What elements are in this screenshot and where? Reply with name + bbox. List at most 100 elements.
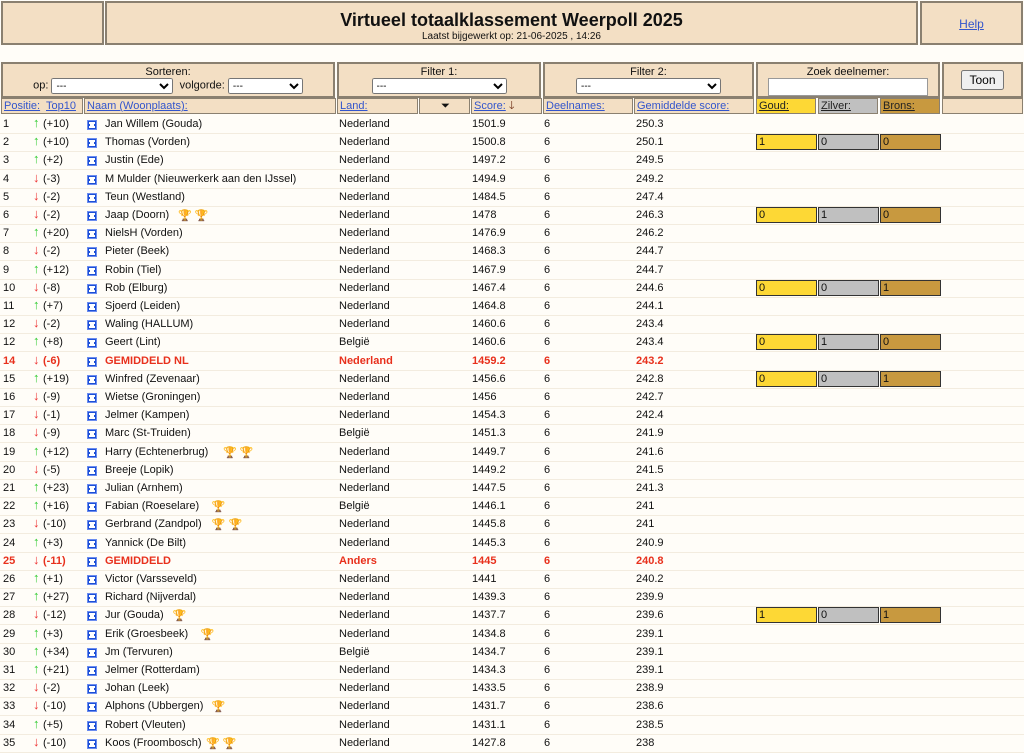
- participant-icon[interactable]: [87, 593, 97, 604]
- participant-icon[interactable]: [87, 283, 97, 294]
- entries: 6: [544, 354, 551, 367]
- participant-name: Jan Willem (Gouda): [105, 118, 203, 130]
- silver-count: 0: [818, 134, 879, 151]
- participant-icon[interactable]: [87, 647, 97, 658]
- trophies: 🏆 🏆: [220, 446, 253, 459]
- participant-name: Breeje (Lopik): [105, 463, 174, 476]
- country: Nederland: [339, 300, 390, 312]
- show-button[interactable]: Toon: [961, 70, 1004, 90]
- table-row: 12 ↑ (+8) Geert (Lint) België 1460.6 6 243.4 0 1 0: [0, 333, 1024, 353]
- score: 1434.8: [472, 627, 506, 640]
- position-change: (+27): [43, 591, 69, 604]
- participant-icon[interactable]: [87, 738, 97, 749]
- country: Nederland: [339, 354, 393, 367]
- participant-icon[interactable]: [87, 465, 97, 476]
- arrow-down-icon: ↓: [33, 551, 40, 567]
- participant-icon[interactable]: [87, 265, 97, 276]
- participant-icon[interactable]: [87, 138, 97, 149]
- participant-icon[interactable]: [87, 320, 97, 331]
- participant-icon[interactable]: [87, 447, 97, 458]
- sort-avg-link[interactable]: Gemiddelde score:: [637, 100, 730, 112]
- participant-icon[interactable]: [87, 338, 97, 349]
- average-score: 240.9: [636, 536, 664, 549]
- last-updated: Laatst bijgewerkt op: 21-06-2025 , 14:26: [421, 31, 601, 42]
- participant-name: Winfred (Zevenaar): [105, 372, 200, 385]
- participant-icon[interactable]: [87, 429, 97, 440]
- table-row: 5 ↓ (-2) Teun (Westland) Nederland 1484.5 6 247…: [0, 188, 1024, 207]
- participant-icon[interactable]: [87, 684, 97, 695]
- participant-icon[interactable]: [87, 120, 97, 130]
- position-change: (-2): [43, 245, 61, 258]
- average-score: 247.4: [636, 190, 664, 203]
- gold-count: 1: [756, 134, 817, 151]
- participant-icon[interactable]: [87, 211, 97, 221]
- arrow-up-icon: ↑: [33, 115, 40, 130]
- score: 1468.3: [472, 245, 506, 258]
- header-silver: Zilver:: [818, 98, 878, 114]
- entries: 6: [544, 227, 551, 240]
- position-change: (+20): [43, 227, 69, 240]
- gold-trophy-icon: 🏆: [172, 610, 187, 623]
- participant-icon[interactable]: [87, 247, 97, 258]
- participant-icon[interactable]: [87, 666, 97, 676]
- participant-name: Marc (St-Truiden): [105, 427, 191, 440]
- filter-icon[interactable]: ⏷: [419, 98, 470, 114]
- participant-icon[interactable]: [87, 484, 97, 494]
- country: Nederland: [339, 718, 390, 731]
- sort-country-link[interactable]: Land:: [340, 100, 368, 112]
- sort-entries-link[interactable]: Deelnames:: [546, 100, 605, 112]
- country: België: [339, 336, 370, 349]
- sort-order-select[interactable]: ---: [227, 78, 303, 94]
- position-change: (-10): [43, 736, 67, 749]
- participant-icon[interactable]: [87, 156, 97, 167]
- filter2-select[interactable]: ---: [576, 78, 721, 94]
- arrow-down-icon: ↓: [33, 242, 40, 258]
- sort-op-select[interactable]: ---: [51, 78, 174, 94]
- average-score: 243.4: [636, 318, 664, 331]
- position-change: (-2): [43, 190, 61, 203]
- bronze-count: 1: [880, 370, 941, 387]
- position-change: (-2): [43, 318, 61, 331]
- participant-icon[interactable]: [87, 374, 97, 385]
- entries: 6: [544, 627, 551, 640]
- sort-silver-link[interactable]: Zilver:: [821, 100, 851, 112]
- sort-gold-link[interactable]: Goud:: [759, 100, 789, 112]
- participant-name: NielsH (Vorden): [105, 227, 183, 240]
- participant-icon[interactable]: [87, 629, 97, 640]
- sort-score-link[interactable]: Score:: [474, 100, 506, 112]
- participant-icon[interactable]: [87, 174, 97, 185]
- participant-icon[interactable]: [87, 720, 97, 731]
- participant-icon[interactable]: [87, 702, 97, 713]
- participant-icon[interactable]: [87, 302, 97, 312]
- participant-icon[interactable]: [87, 520, 97, 531]
- filter1-label: Filter 1:: [420, 66, 458, 78]
- filter1-select[interactable]: ---: [371, 78, 507, 94]
- position-change: (-2): [43, 209, 61, 221]
- header-avg: Gemiddelde score:: [634, 98, 754, 114]
- participant-icon[interactable]: [87, 393, 97, 403]
- table-row: 4 ↓ (-3) M Mulder (Nieuwerkerk aan den IJss…: [0, 170, 1024, 189]
- country: Anders: [339, 554, 377, 567]
- participant-icon[interactable]: [87, 611, 97, 622]
- position-change: (-1): [43, 409, 61, 422]
- participant-icon[interactable]: [87, 356, 97, 367]
- search-input[interactable]: [768, 78, 928, 96]
- participant-icon[interactable]: [87, 229, 97, 240]
- sort-bronze-link[interactable]: Brons:: [883, 100, 915, 112]
- top10-link[interactable]: Top10: [46, 100, 76, 112]
- position: 19: [3, 445, 16, 458]
- table-row: 18 ↓ (-9) Marc (St-Truiden) België 1451.3 6 241…: [0, 424, 1024, 444]
- participant-icon[interactable]: [87, 192, 97, 203]
- participant-icon[interactable]: [87, 575, 97, 585]
- sort-name-link[interactable]: Naam (Woonplaats):: [87, 100, 188, 112]
- position-change: (-8): [43, 281, 61, 294]
- participant-icon[interactable]: [87, 538, 97, 549]
- participant-icon[interactable]: [87, 502, 97, 513]
- search-label: Zoek deelnemer:: [806, 66, 890, 78]
- position-change: (+7): [43, 300, 63, 312]
- participant-icon[interactable]: [87, 411, 97, 422]
- entries: 6: [544, 736, 551, 749]
- participant-icon[interactable]: [87, 556, 97, 567]
- help-link[interactable]: Help: [959, 17, 984, 31]
- sort-position-link[interactable]: Positie:: [4, 100, 41, 112]
